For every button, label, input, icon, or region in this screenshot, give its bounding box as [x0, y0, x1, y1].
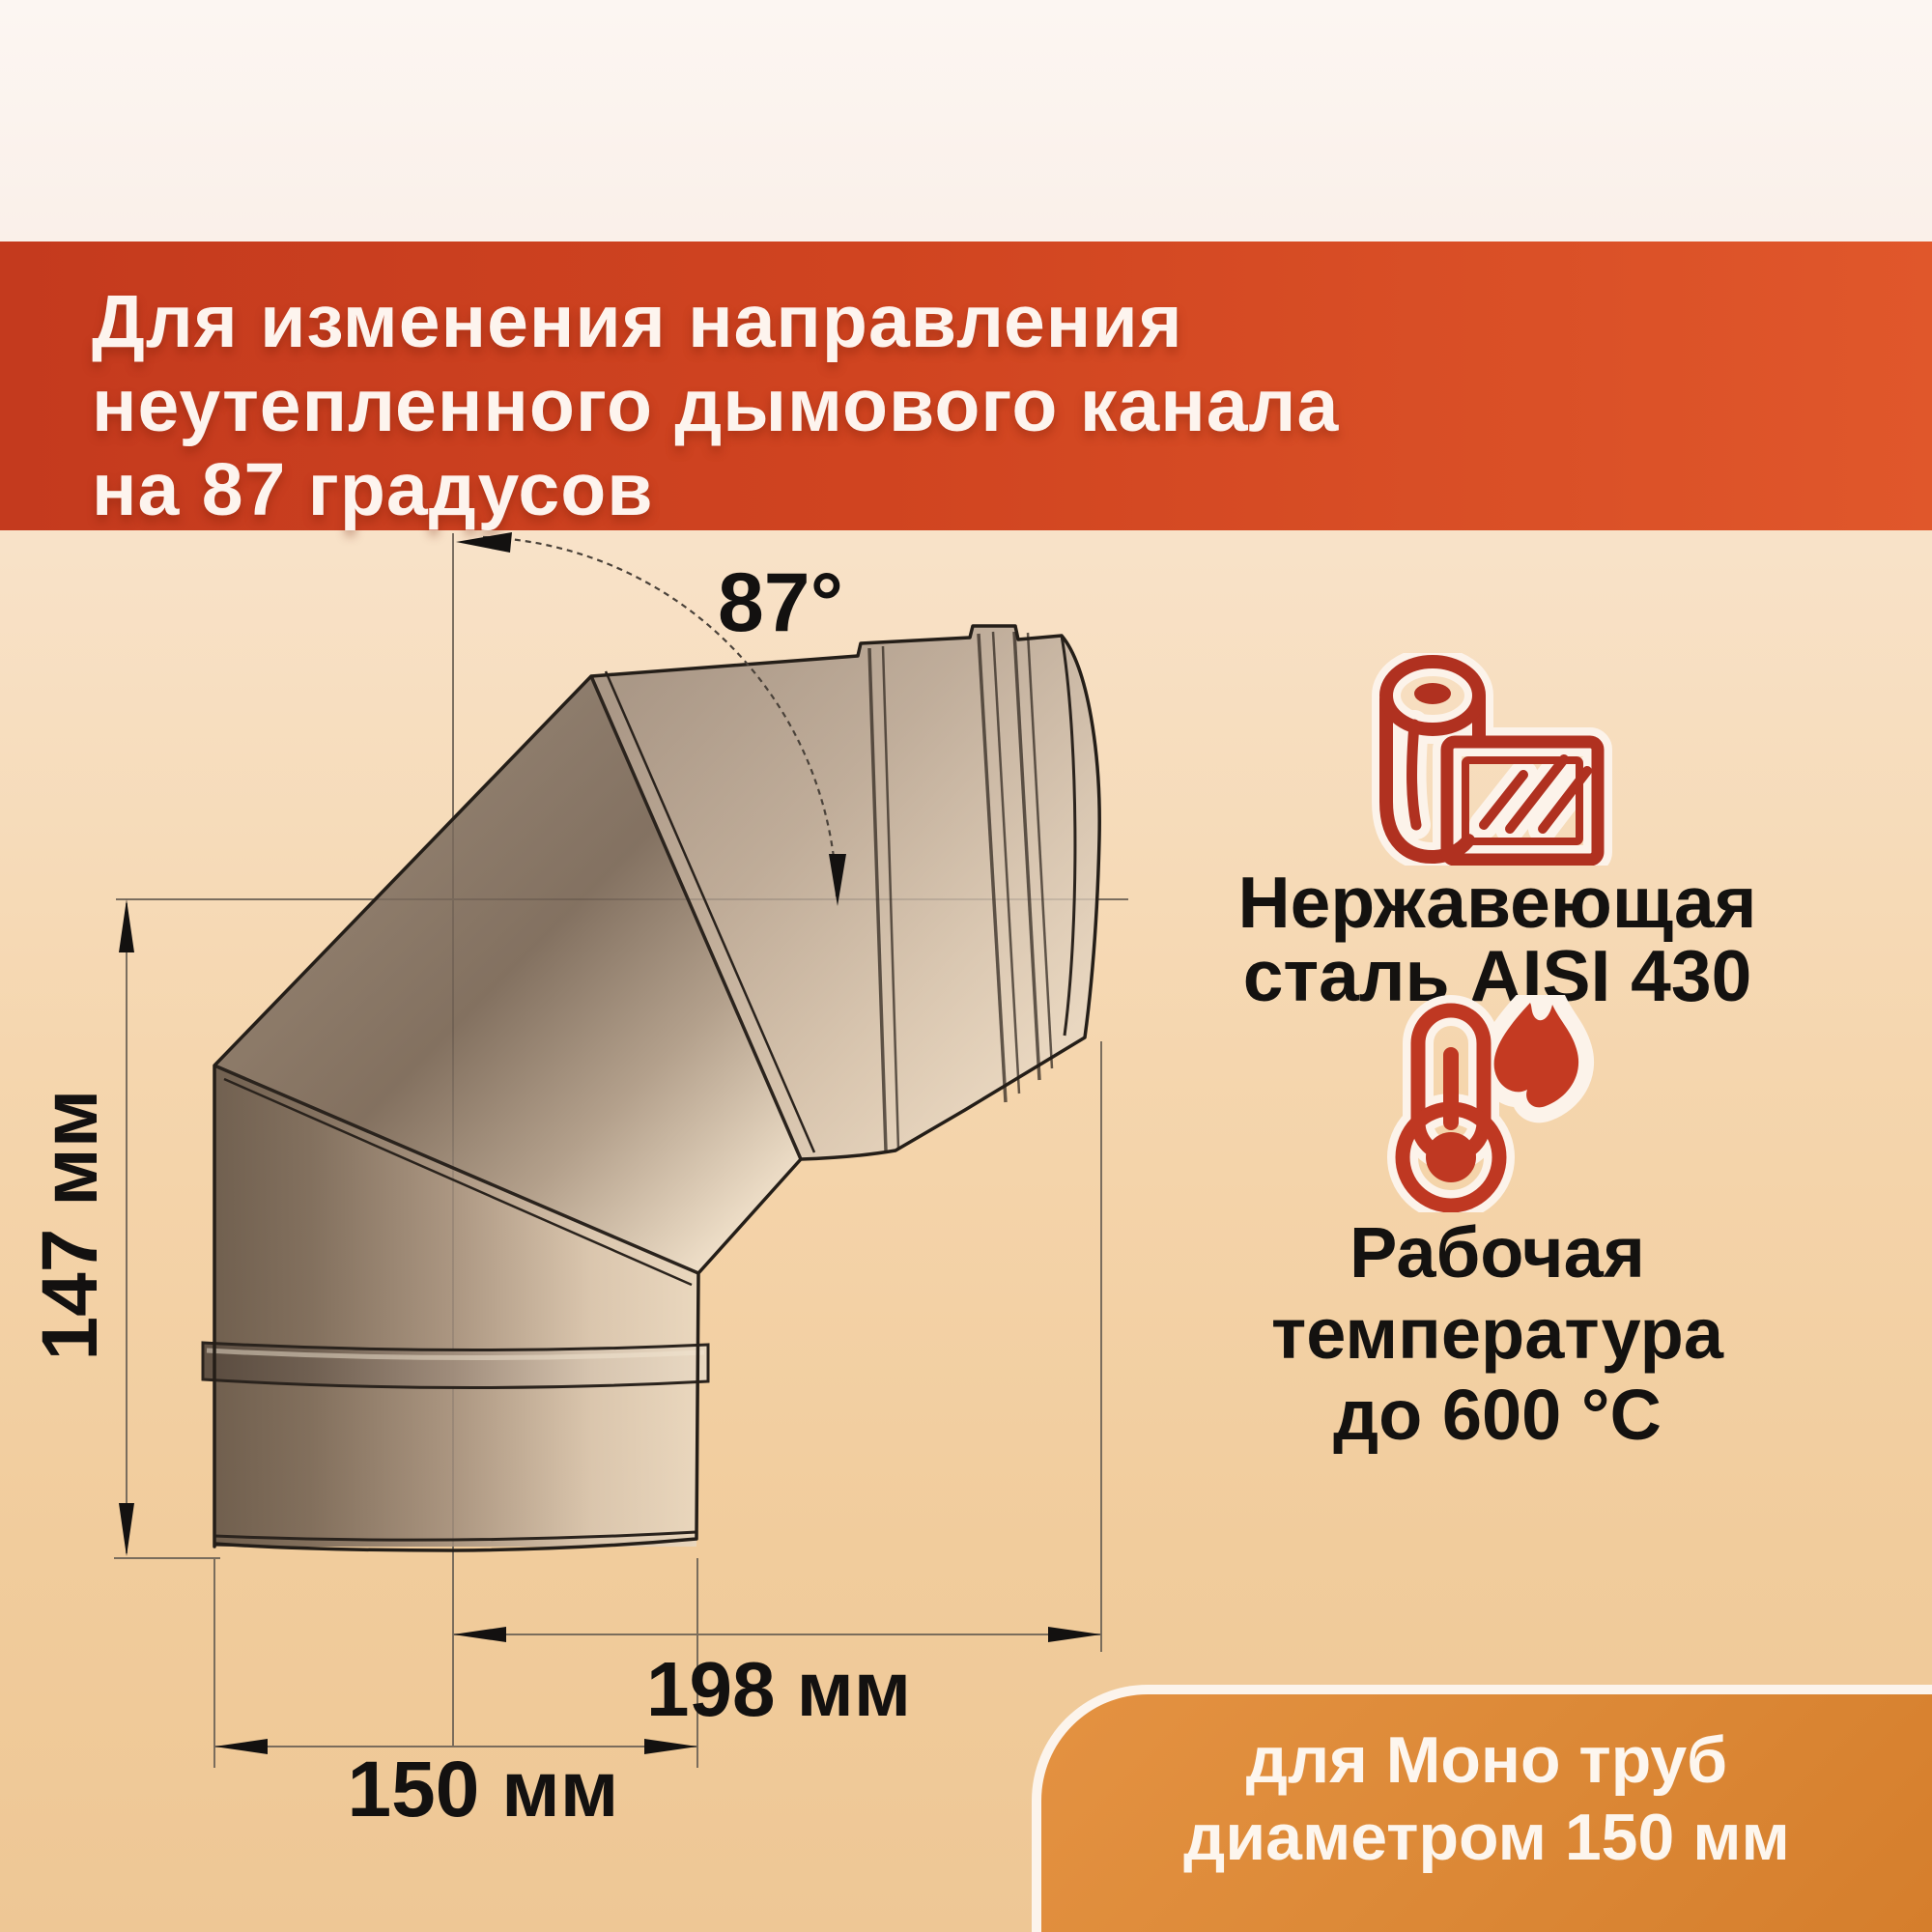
pipe-elbow-illustration	[201, 624, 1101, 1552]
feature-steel: Нержавеющая сталь AISI 430	[1159, 653, 1835, 1012]
title-banner: Для изменения направления неутепленного …	[0, 242, 1932, 531]
thermometer-flame-icon	[1387, 995, 1595, 1212]
feature-temperature-line-2: температура	[1271, 1293, 1723, 1374]
feature-temperature-line-1: Рабочая	[1350, 1212, 1645, 1293]
angle-arc	[456, 532, 846, 906]
footer-panel: для Моно труб диаметром 150 мм	[1032, 1685, 1932, 1932]
banner-line-1: Для изменения направления	[92, 280, 1183, 363]
dimension-arrows	[119, 899, 1101, 1754]
diameter-dimension-label: 150 мм	[348, 1746, 619, 1833]
height-dimension-label: 147 мм	[26, 1090, 114, 1361]
feature-steel-line-2: сталь AISI 430	[1242, 935, 1752, 1016]
feature-temperature: Рабочая температура до 600 °С	[1159, 995, 1835, 1456]
footer-panel-line-1: для Моно труб	[1245, 1723, 1728, 1797]
banner-line-3: на 87 градусов	[92, 448, 654, 531]
top-strip	[0, 0, 1932, 242]
feature-temperature-line-3: до 600 °С	[1333, 1375, 1662, 1455]
banner-line-2: неутепленного дымового канала	[92, 364, 1340, 447]
length-dimension-label: 198 мм	[646, 1646, 911, 1732]
angle-label: 87°	[718, 556, 843, 649]
feature-steel-line-1: Нержавеющая	[1237, 862, 1757, 943]
steel-roll-icon	[1372, 653, 1612, 866]
footer-panel-line-2: диаметром 150 мм	[1183, 1801, 1790, 1874]
